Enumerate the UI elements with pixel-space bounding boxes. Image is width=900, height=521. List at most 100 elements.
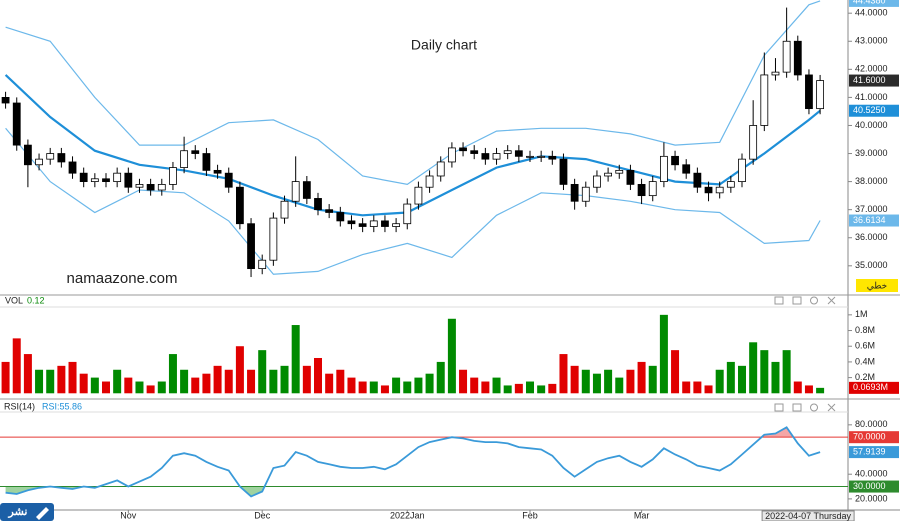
volume-bar bbox=[291, 325, 300, 394]
line bbox=[5, 0, 821, 186]
candle-body bbox=[1, 96, 10, 104]
volume-bar bbox=[157, 381, 166, 394]
candle-body bbox=[414, 186, 423, 205]
volume-bar bbox=[592, 373, 601, 394]
volume-bar bbox=[782, 350, 791, 394]
candle-body bbox=[169, 167, 177, 185]
volume-bar bbox=[604, 369, 613, 394]
volume-bar bbox=[481, 381, 490, 394]
y-tick-label: 42.0000 bbox=[855, 64, 888, 74]
volume-bar bbox=[659, 314, 668, 394]
candle-body bbox=[102, 178, 110, 183]
button[interactable] bbox=[792, 403, 802, 412]
candle-body bbox=[90, 178, 99, 183]
candle-body bbox=[325, 209, 334, 213]
value-tag-label: 57.9139 bbox=[853, 446, 886, 456]
panel-value: 0.12 bbox=[27, 295, 45, 305]
volume-bar bbox=[425, 373, 434, 394]
candle-body bbox=[615, 169, 624, 174]
candle-body bbox=[392, 223, 401, 227]
candle-body bbox=[693, 172, 702, 188]
volume-bar bbox=[548, 383, 557, 394]
volume-bar bbox=[146, 385, 155, 394]
volume-bar bbox=[191, 377, 200, 394]
button[interactable] bbox=[810, 296, 818, 305]
candle-body bbox=[682, 164, 691, 174]
candle-body bbox=[124, 172, 133, 188]
candle-body bbox=[726, 181, 735, 188]
volume-bar bbox=[202, 373, 211, 394]
candle-body bbox=[604, 172, 613, 177]
volume-bar bbox=[325, 373, 334, 394]
candle-body bbox=[68, 161, 77, 174]
value-tag bbox=[849, 74, 899, 87]
volume-bar bbox=[247, 369, 256, 394]
x-tick-label: Feb bbox=[522, 510, 538, 520]
volume-bar bbox=[526, 381, 534, 394]
volume-bar bbox=[793, 381, 802, 394]
y-tick-label: 0.8M bbox=[855, 325, 875, 335]
button[interactable] bbox=[792, 296, 802, 305]
x-tick-label: Nov bbox=[120, 510, 137, 520]
y-tick-label: 40.0000 bbox=[855, 120, 888, 130]
volume-bar bbox=[414, 377, 423, 394]
candle-body bbox=[247, 223, 255, 270]
volume-bar bbox=[816, 387, 825, 394]
volume-bar bbox=[514, 383, 523, 394]
mode-box[interactable] bbox=[856, 279, 898, 292]
candle-body bbox=[816, 80, 825, 110]
candle-body bbox=[436, 161, 445, 177]
volume-bar bbox=[102, 381, 110, 394]
volume-bar bbox=[302, 365, 311, 394]
button[interactable] bbox=[827, 403, 836, 412]
candle-body bbox=[224, 172, 233, 188]
button[interactable] bbox=[827, 296, 836, 305]
volume-bar bbox=[235, 346, 244, 394]
candle-body bbox=[302, 181, 311, 199]
panel-title: RSI(14) bbox=[4, 401, 35, 411]
volume-bar bbox=[57, 365, 66, 394]
value-tag-label: 36.6134 bbox=[853, 215, 886, 225]
volume-bar bbox=[369, 381, 378, 394]
panel-buttons[interactable] bbox=[774, 296, 836, 412]
logo-text: نشر bbox=[8, 506, 28, 518]
x-tick-label: Mar bbox=[634, 510, 650, 520]
button[interactable] bbox=[774, 296, 784, 305]
candle-body bbox=[492, 153, 501, 160]
button[interactable] bbox=[774, 403, 784, 412]
volume-bar bbox=[79, 373, 88, 394]
volume-bar bbox=[213, 365, 222, 394]
button[interactable] bbox=[810, 403, 818, 412]
y-tick-label: 37.0000 bbox=[855, 204, 888, 214]
candle-body bbox=[135, 184, 144, 188]
value-tag bbox=[849, 0, 899, 7]
volume-bar bbox=[35, 369, 44, 394]
candle-body bbox=[57, 153, 66, 163]
candle-body bbox=[760, 74, 769, 126]
value-tag bbox=[849, 214, 899, 227]
value-tag bbox=[849, 381, 899, 394]
candle-body bbox=[537, 155, 546, 158]
volume-bar bbox=[715, 369, 724, 394]
volume-bar bbox=[380, 385, 389, 394]
volume-bar bbox=[559, 354, 568, 394]
chart-title: Daily chart bbox=[411, 37, 477, 53]
candle-body bbox=[503, 150, 512, 154]
volume-bar bbox=[726, 361, 735, 394]
candle-body bbox=[235, 186, 244, 225]
volume-bar bbox=[671, 350, 680, 394]
candle-body bbox=[146, 184, 155, 191]
line bbox=[5, 127, 821, 275]
volume-bar bbox=[280, 365, 289, 394]
candle-body bbox=[581, 186, 590, 202]
candle-body bbox=[570, 184, 579, 202]
candle-body bbox=[79, 172, 88, 183]
volume-bar bbox=[492, 377, 501, 394]
value-tag-label: 30.0000 bbox=[853, 481, 886, 491]
candle-body bbox=[459, 147, 467, 152]
candle-body bbox=[314, 198, 322, 211]
volume-bar bbox=[704, 385, 713, 394]
y-tick-label: 44.0000 bbox=[855, 8, 888, 18]
mode-label[interactable]: خطي bbox=[867, 280, 887, 290]
y-tick-label: 80.0000 bbox=[855, 419, 888, 429]
